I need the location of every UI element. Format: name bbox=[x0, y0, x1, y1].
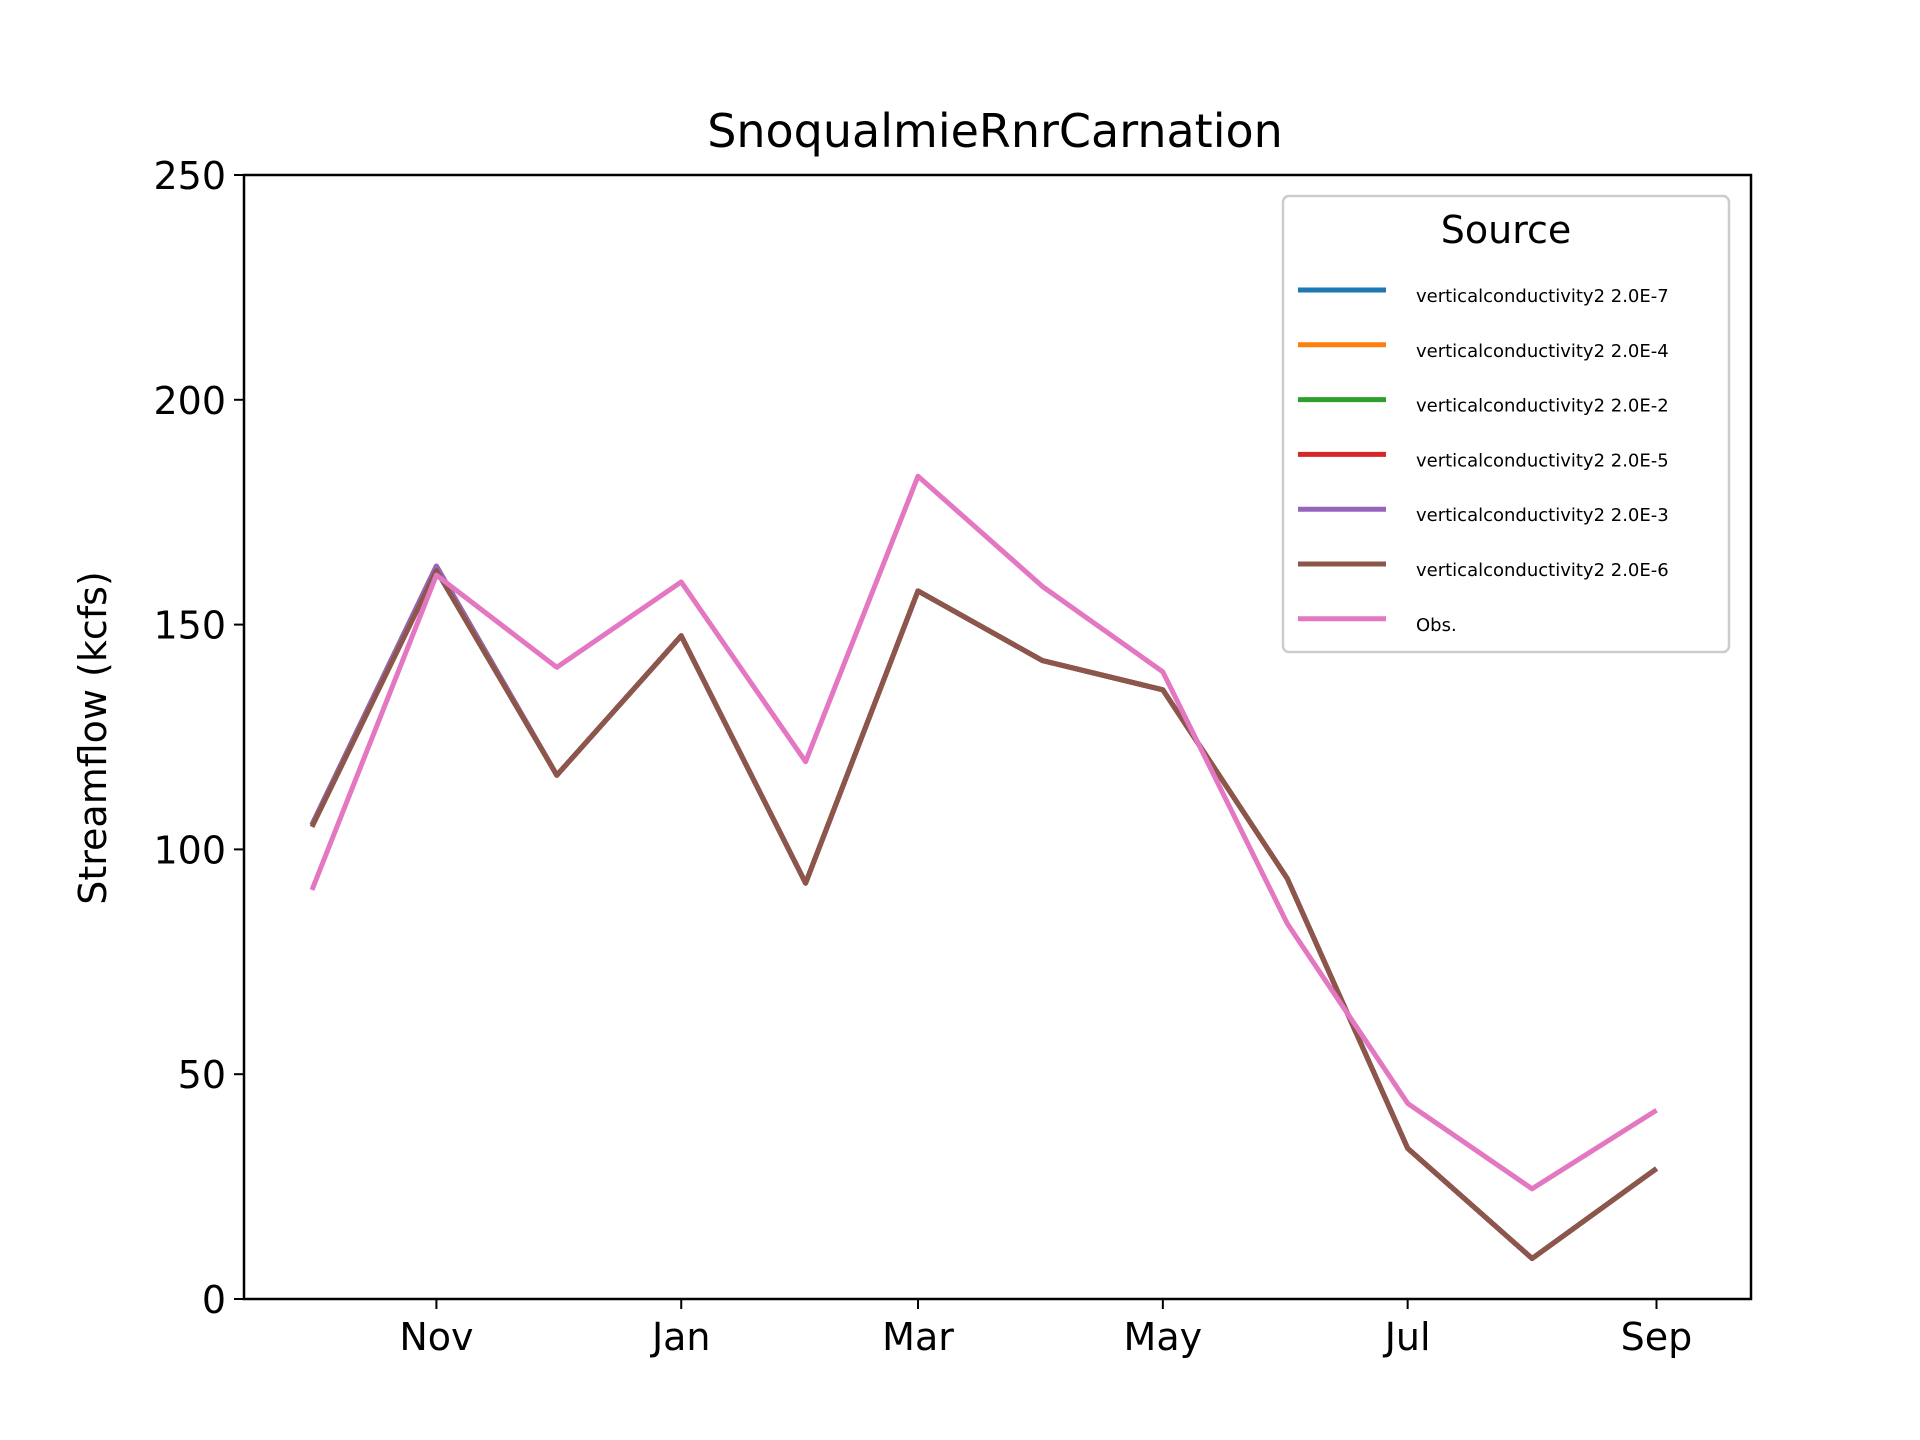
y-tick-label: 200 bbox=[153, 379, 226, 423]
x-tick-label: Jan bbox=[650, 1315, 711, 1359]
y-tick-label: 250 bbox=[153, 154, 226, 198]
legend-label: verticalconductivity2 2.0E-6 bbox=[1416, 560, 1669, 581]
x-tick-label: Jul bbox=[1383, 1315, 1431, 1359]
x-tick-label: Mar bbox=[882, 1315, 954, 1359]
series-line-7 bbox=[309, 473, 1658, 1192]
x-tick-label: Sep bbox=[1621, 1315, 1693, 1359]
x-tick-label: Nov bbox=[399, 1315, 473, 1359]
legend-label: verticalconductivity2 2.0E-7 bbox=[1416, 286, 1669, 307]
y-tick-label: 150 bbox=[153, 604, 226, 648]
legend-label: Obs. bbox=[1416, 615, 1457, 636]
y-axis-label: Streamflow (kcfs) bbox=[71, 571, 115, 905]
legend-label: verticalconductivity2 2.0E-5 bbox=[1416, 450, 1669, 471]
legend-title: Source bbox=[1441, 208, 1572, 252]
legend-label: verticalconductivity2 2.0E-3 bbox=[1416, 505, 1669, 526]
x-tick-label: May bbox=[1124, 1315, 1203, 1359]
y-tick-label: 0 bbox=[202, 1278, 226, 1322]
legend-box bbox=[1281, 194, 1731, 654]
plot-frame bbox=[242, 173, 1753, 1301]
y-tick-label: 50 bbox=[178, 1053, 226, 1097]
legend-label: verticalconductivity2 2.0E-4 bbox=[1416, 341, 1669, 362]
y-axis: 0 50 100 150 200 250 bbox=[153, 154, 244, 1322]
chart-title: SnoqualmieRnrCarnation bbox=[707, 104, 1283, 158]
x-axis: Nov Jan Mar May Jul Sep bbox=[399, 1299, 1692, 1359]
legend-entries: verticalconductivity2 2.0E-7 verticalcond… bbox=[1298, 286, 1669, 636]
legend: Source verticalconductivity2 2.0E-7verti… bbox=[1281, 194, 1731, 654]
y-tick-label: 100 bbox=[153, 828, 226, 872]
legend-label: verticalconductivity2 2.0E-2 bbox=[1416, 396, 1669, 417]
series-line-6 bbox=[309, 568, 1658, 1261]
series-layer bbox=[309, 473, 1658, 1261]
